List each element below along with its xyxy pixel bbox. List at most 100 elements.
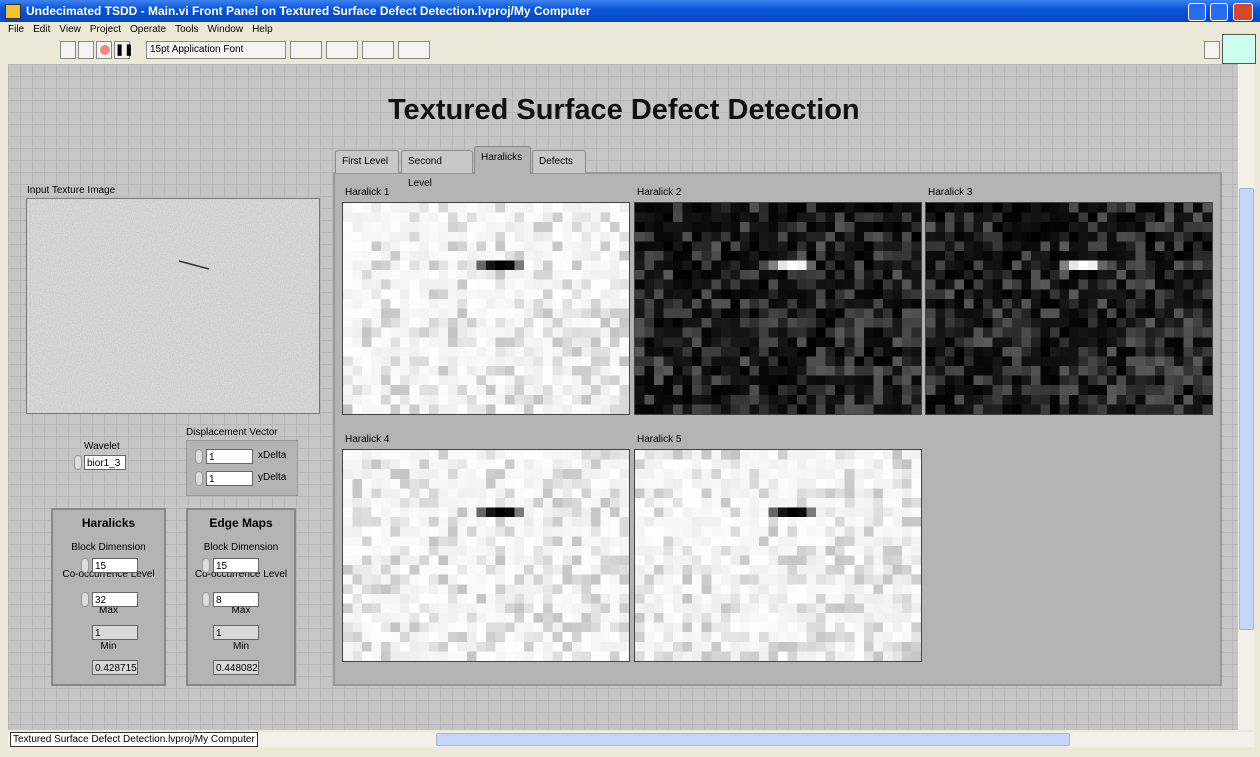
pixel	[410, 651, 420, 661]
tab[interactable]: Defects	[532, 150, 586, 173]
pixel	[1040, 222, 1050, 232]
spinner[interactable]	[81, 592, 89, 607]
pixel	[600, 213, 610, 223]
pixel	[864, 318, 874, 328]
pixel	[1193, 261, 1203, 271]
spinner[interactable]	[81, 558, 89, 573]
font-dropdown[interactable]: 15pt Application Font	[146, 41, 286, 59]
menu-item[interactable]: View	[59, 24, 81, 40]
pixel	[400, 642, 410, 652]
spinner[interactable]	[202, 592, 210, 607]
align-button[interactable]	[290, 41, 322, 59]
pixel	[362, 299, 372, 309]
level-value[interactable]: 8	[213, 592, 259, 607]
pixel	[1040, 241, 1050, 251]
run-button[interactable]	[60, 41, 76, 59]
pixel	[964, 318, 974, 328]
menu-item[interactable]: Tools	[175, 24, 198, 40]
tab[interactable]: Second Level	[401, 150, 473, 173]
pixel	[496, 309, 506, 319]
pixel	[619, 556, 629, 566]
pixel	[353, 584, 363, 594]
pixel	[438, 488, 448, 498]
pixel	[496, 232, 506, 242]
pixel	[664, 488, 674, 498]
pixel	[692, 318, 702, 328]
menu-item[interactable]: Edit	[33, 24, 50, 40]
pixel	[1145, 309, 1155, 319]
block-value[interactable]: 15	[213, 558, 259, 573]
pixel	[730, 498, 740, 508]
menu-item[interactable]: Operate	[130, 24, 166, 40]
pixel	[835, 575, 845, 585]
pause-button[interactable]: ❚❚	[114, 41, 130, 59]
pixel	[581, 395, 591, 405]
pixel	[673, 251, 683, 261]
help-button[interactable]	[1204, 41, 1220, 59]
menu-item[interactable]: Project	[90, 24, 121, 40]
pixel	[1145, 299, 1155, 309]
spinner[interactable]	[195, 471, 203, 486]
pixel	[486, 546, 496, 556]
tab[interactable]: First Level	[335, 150, 399, 173]
pixel	[553, 603, 563, 613]
scroll-thumb[interactable]	[1239, 188, 1254, 630]
spinner[interactable]	[195, 449, 203, 464]
app-icon	[5, 4, 21, 19]
maximize-button[interactable]	[1210, 3, 1228, 21]
pixel	[448, 232, 458, 242]
pixel	[391, 603, 401, 613]
spinner[interactable]	[74, 455, 82, 470]
pixel	[788, 213, 798, 223]
menu-item[interactable]: Window	[207, 24, 243, 40]
x-delta-value[interactable]: 1	[206, 449, 253, 464]
level-value[interactable]: 32	[92, 592, 138, 607]
pixel	[353, 270, 363, 280]
minimize-button[interactable]	[1188, 3, 1206, 21]
pixel	[572, 376, 582, 386]
pixel	[873, 309, 883, 319]
pixel	[1174, 299, 1184, 309]
pixel	[457, 575, 467, 585]
menu-item[interactable]: File	[8, 24, 24, 40]
pixel	[410, 546, 420, 556]
menu-item[interactable]: Help	[252, 24, 273, 40]
pixel	[572, 337, 582, 347]
pixel	[381, 289, 391, 299]
pixel	[654, 460, 664, 470]
pixel	[1088, 385, 1098, 395]
pixel	[993, 261, 1003, 271]
pixel	[730, 651, 740, 661]
pixel	[797, 270, 807, 280]
distribute-button[interactable]	[326, 41, 358, 59]
pixel	[476, 395, 486, 405]
pixel	[448, 347, 458, 357]
pixel	[664, 450, 674, 460]
wavelet-value[interactable]: bior1_3	[84, 455, 126, 470]
reorder-button[interactable]	[398, 41, 430, 59]
pixel	[964, 241, 974, 251]
pixel	[448, 337, 458, 347]
horizontal-scrollbar[interactable]: Textured Surface Defect Detection.lvproj…	[8, 732, 1254, 747]
block-value[interactable]: 15	[92, 558, 138, 573]
pixel	[562, 517, 572, 527]
pixel	[372, 565, 382, 575]
pixel	[496, 450, 506, 460]
spinner[interactable]	[202, 558, 210, 573]
pixel	[692, 527, 702, 537]
pixel	[343, 270, 353, 280]
tab[interactable]: Haralicks	[474, 146, 531, 174]
pixel	[740, 376, 750, 386]
abort-button[interactable]	[96, 41, 112, 59]
close-button[interactable]	[1233, 3, 1253, 21]
scroll-thumb[interactable]	[436, 733, 1070, 746]
pixel	[410, 251, 420, 261]
resize-button[interactable]	[362, 41, 394, 59]
pixel	[1031, 213, 1041, 223]
run-continuous-button[interactable]	[78, 41, 94, 59]
pixel	[362, 556, 372, 566]
vertical-scrollbar[interactable]	[1238, 64, 1254, 730]
pixel	[826, 347, 836, 357]
pixel	[1059, 261, 1069, 271]
y-delta-value[interactable]: 1	[206, 471, 253, 486]
